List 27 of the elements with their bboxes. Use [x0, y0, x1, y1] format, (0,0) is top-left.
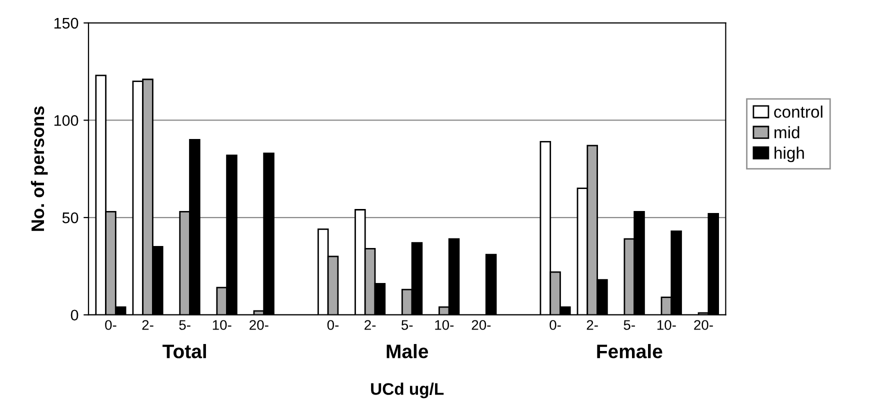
text: Male: [386, 344, 428, 358]
legend-label: mid: [774, 126, 800, 138]
x-tick-label: 2-: [364, 320, 376, 330]
x-tick-label: 10-: [212, 320, 232, 330]
x-tick-label: 20-: [472, 320, 491, 330]
x-tick-label: 2-: [142, 320, 154, 330]
legend-label: control: [774, 106, 822, 118]
y-tick-label: 100: [54, 115, 78, 126]
x-tick-label: 5-: [179, 320, 190, 330]
x-tick-label: 5-: [401, 320, 413, 330]
x-tick-label: 0-: [550, 320, 561, 330]
x-tick-label: 0-: [327, 320, 339, 330]
x-tick-label: 20-: [250, 320, 268, 330]
x-axis-title: UCd ug/L: [371, 382, 444, 398]
x-tick-label: 10-: [435, 320, 454, 330]
x-tick-label: 10-: [657, 320, 676, 330]
y-tick-label: 150: [54, 18, 78, 29]
y-axis-title: No. of persons: [30, 106, 48, 231]
x-tick-label: 5-: [624, 320, 635, 330]
text: Female: [597, 344, 662, 358]
text: Total: [162, 344, 206, 358]
x-tick-label: 2-: [586, 320, 598, 330]
y-tick-label: 0: [70, 310, 78, 321]
y-tick-label: 50: [62, 212, 78, 224]
x-tick-label: 20-: [694, 320, 713, 330]
x-tick-label: 0-: [105, 320, 116, 330]
legend-label: high: [774, 146, 804, 162]
